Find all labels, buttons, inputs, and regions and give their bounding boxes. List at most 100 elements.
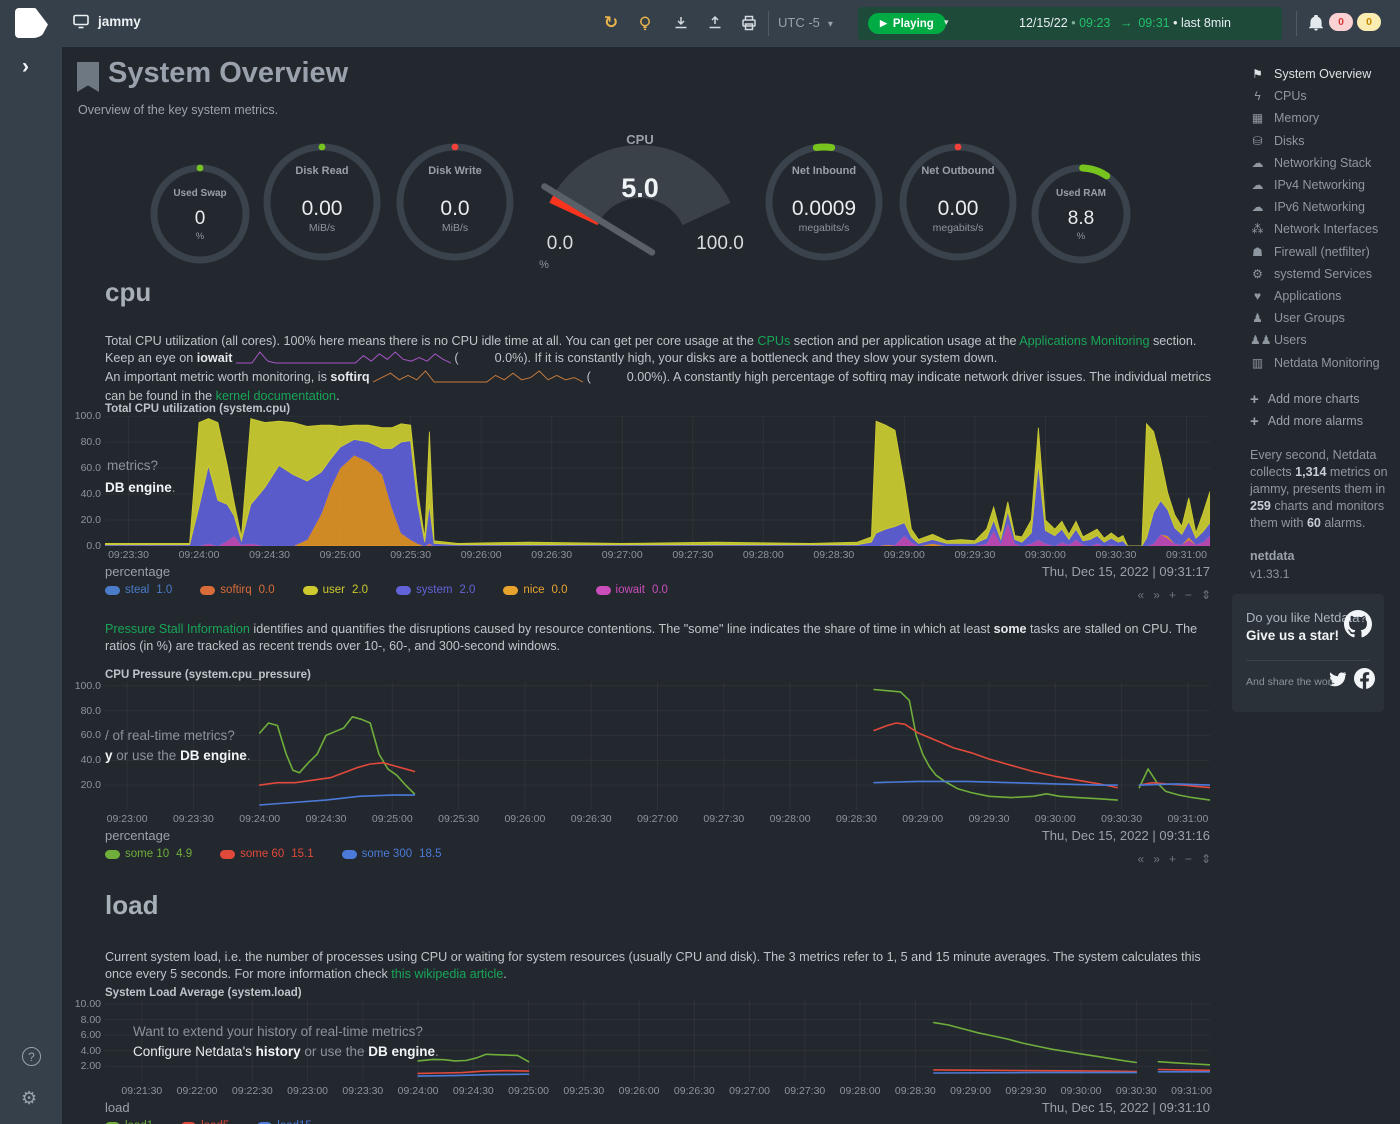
x-axis-label: 09:30:30 xyxy=(1096,549,1137,561)
legend-item-steal[interactable]: steal1.0 xyxy=(105,584,172,596)
chart-legend: load1 load5 load15 xyxy=(105,1120,312,1124)
chart-zoom-in-icon[interactable]: + xyxy=(1169,852,1176,866)
warning-alarms-badge[interactable]: 0 xyxy=(1357,13,1381,31)
sidebar-item-label: systemd Services xyxy=(1274,267,1372,281)
chart-resize-icon[interactable]: ⇕ xyxy=(1201,852,1211,866)
main-content: System Overview Overview of the key syst… xyxy=(62,47,1232,1124)
download-icon[interactable] xyxy=(670,12,692,34)
chart-units-label: percentage xyxy=(105,828,170,843)
sidebar-item-ipv6-networking[interactable]: ☁IPv6 Networking xyxy=(1250,197,1365,217)
give-us-a-star-link[interactable]: Give us a star! xyxy=(1246,628,1339,643)
chart-pan-backward-icon[interactable]: « xyxy=(1138,588,1145,602)
x-axis-label: 09:25:30 xyxy=(438,813,479,825)
refresh-icon[interactable]: ↻ xyxy=(600,12,622,34)
gauge-label: Net Outbound xyxy=(895,165,1021,177)
legend-item-some-300[interactable]: some 30018.5 xyxy=(342,848,442,860)
y-axis-label: 80.0 xyxy=(62,705,101,717)
legend-item-nice[interactable]: nice0.0 xyxy=(503,584,567,596)
applications-monitoring-link[interactable]: Applications Monitoring xyxy=(1019,334,1149,348)
legend-item-iowait[interactable]: iowait0.0 xyxy=(596,584,668,596)
sidebar-item-system-overview[interactable]: ⚑System Overview xyxy=(1250,64,1371,84)
chart-zoom-out-icon[interactable]: − xyxy=(1185,588,1192,602)
chart-plot-system.load[interactable]: Want to extend your history of real-time… xyxy=(105,1000,1210,1082)
gauge-units: MiB/s xyxy=(392,222,518,234)
wikipedia-article-link[interactable]: this wikipedia article xyxy=(391,967,503,981)
chart-plot-system.cpu[interactable]: metrics?DB engine.0.020.040.060.080.0100… xyxy=(105,416,1210,546)
sidebar-item-cpus[interactable]: ϟCPUs xyxy=(1250,86,1307,106)
legend-swatch xyxy=(303,586,318,595)
news-bulb-icon[interactable] xyxy=(634,12,656,34)
x-axis-label: 09:26:30 xyxy=(571,813,612,825)
alarms-bell-icon[interactable] xyxy=(1305,12,1327,34)
chart-pan-backward-icon[interactable]: « xyxy=(1138,852,1145,866)
hostname[interactable]: jammy xyxy=(72,14,141,29)
critical-alarms-badge[interactable]: 0 xyxy=(1329,13,1353,31)
gauge-units: megabits/s xyxy=(761,222,887,234)
y-axis-label: 40.0 xyxy=(62,754,101,766)
pressure-stall-information-link[interactable]: Pressure Stall Information xyxy=(105,622,250,636)
sidebar-item-systemd-services[interactable]: ⚙systemd Services xyxy=(1250,264,1372,284)
sidebar-item-users[interactable]: ♟♟Users xyxy=(1250,330,1307,350)
github-icon[interactable] xyxy=(1344,610,1372,638)
chart-resize-icon[interactable]: ⇕ xyxy=(1201,588,1211,602)
chart-plot-system.cpu_pressure[interactable]: / of real-time metrics?y or use the DB e… xyxy=(105,682,1210,810)
netdata-logo[interactable] xyxy=(15,8,48,38)
add-more-alarms-button[interactable]: +Add more alarms xyxy=(1250,411,1363,431)
time-range[interactable]: 12/15/22 • 09:23 →09:31 • last 8min xyxy=(978,16,1272,30)
kernel-documentation-link[interactable]: kernel documentation xyxy=(216,389,336,403)
x-axis-label: 09:30:00 xyxy=(1061,1085,1102,1097)
sidebar-item-netdata-monitoring[interactable]: ▥Netdata Monitoring xyxy=(1250,353,1380,373)
sidebar-item-network-interfaces[interactable]: ⁂Network Interfaces xyxy=(1250,219,1378,239)
x-axis-label: 09:24:30 xyxy=(249,549,290,561)
svg-text:%: % xyxy=(539,259,549,271)
legend-item-some-10[interactable]: some 104.9 xyxy=(105,848,192,860)
memory-chip-icon: ▦ xyxy=(1250,111,1265,125)
share-text: And share the word! xyxy=(1246,676,1340,688)
legend-swatch xyxy=(342,850,357,859)
sidebar-item-memory[interactable]: ▦Memory xyxy=(1250,108,1319,128)
legend-item-some-60[interactable]: some 6015.1 xyxy=(220,848,314,860)
chart-toolbar: « » +−⇕ xyxy=(1138,588,1211,602)
legend-item-system[interactable]: system2.0 xyxy=(396,584,475,596)
legend-item-load1[interactable]: load1 xyxy=(105,1120,153,1124)
playing-button[interactable]: ▶ Playing xyxy=(868,13,946,34)
expand-sidebar-chevron-icon[interactable]: › xyxy=(22,55,29,79)
svg-text:100.0: 100.0 xyxy=(696,233,744,254)
y-axis-label: 100.0 xyxy=(62,680,101,692)
sidebar-item-disks[interactable]: ⛁Disks xyxy=(1250,131,1305,151)
print-icon[interactable] xyxy=(738,12,760,34)
sidebar-item-ipv4-networking[interactable]: ☁IPv4 Networking xyxy=(1250,175,1365,195)
chart-zoom-in-icon[interactable]: + xyxy=(1169,588,1176,602)
chart-zoom-out-icon[interactable]: − xyxy=(1185,852,1192,866)
twitter-icon[interactable] xyxy=(1328,670,1346,688)
legend-value: 1.0 xyxy=(156,584,172,596)
legend-item-load15[interactable]: load15 xyxy=(257,1120,312,1124)
sidebar-item-label: IPv4 Networking xyxy=(1274,178,1365,192)
legend-item-load5[interactable]: load5 xyxy=(181,1120,229,1124)
netdata-brand: netdata xyxy=(1250,549,1294,563)
chart-timestamp: Thu, Dec 15, 2022 | 09:31:17 xyxy=(1042,564,1210,579)
chart-pan-forward-icon[interactable]: » xyxy=(1153,588,1160,602)
sidebar-item-firewall[interactable]: ☗Firewall (netfilter) xyxy=(1250,242,1370,262)
cpus-link[interactable]: CPUs xyxy=(757,334,790,348)
psi-text: Pressure Stall Information identifies an… xyxy=(105,621,1213,655)
upload-icon[interactable] xyxy=(704,12,726,34)
legend-value: 0.0 xyxy=(652,584,668,596)
timezone-selector[interactable]: UTC -5▾ xyxy=(778,15,833,30)
settings-gear-icon[interactable]: ⚙ xyxy=(21,1088,37,1109)
x-axis-label: 09:25:30 xyxy=(563,1085,604,1097)
netdata-dashboard: jammy ↻ UTC -5▾ ▶ Playing ▾ 12/15/22 xyxy=(0,0,1400,1124)
facebook-icon[interactable] xyxy=(1354,668,1375,689)
sidebar-item-applications[interactable]: ♥Applications xyxy=(1250,286,1341,306)
legend-item-softirq[interactable]: softirq0.0 xyxy=(200,584,274,596)
legend-item-user[interactable]: user2.0 xyxy=(303,584,368,596)
chart-pan-forward-icon[interactable]: » xyxy=(1153,852,1160,866)
github-star-card: Do you like Netdata? Give us a star! And… xyxy=(1232,594,1384,712)
legend-value: 18.5 xyxy=(419,848,441,860)
play-menu-chevron-icon[interactable]: ▾ xyxy=(944,17,949,28)
x-axis-label: 09:28:00 xyxy=(840,1085,881,1097)
sidebar-item-networking-stack[interactable]: ☁Networking Stack xyxy=(1250,153,1371,173)
sidebar-item-user-groups[interactable]: ♟User Groups xyxy=(1250,308,1345,328)
add-more-charts-button[interactable]: +Add more charts xyxy=(1250,389,1359,409)
help-icon[interactable]: ? xyxy=(22,1047,41,1066)
